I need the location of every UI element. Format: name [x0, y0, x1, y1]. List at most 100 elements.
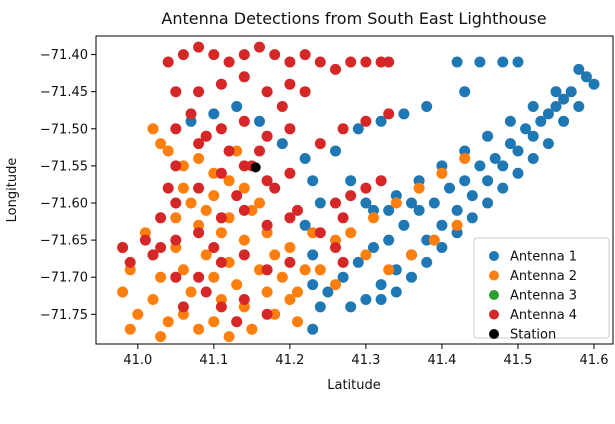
data-point — [147, 249, 159, 261]
data-point — [208, 108, 220, 120]
data-point — [451, 56, 463, 68]
data-point — [261, 86, 273, 98]
legend-entry: Antenna 1 — [510, 250, 577, 265]
data-point — [474, 56, 486, 68]
y-tick-label: −71.40 — [40, 48, 88, 63]
y-tick-label: −71.70 — [40, 271, 88, 286]
data-point — [208, 271, 220, 283]
data-point — [215, 301, 227, 313]
data-point — [299, 264, 311, 276]
data-point — [307, 323, 319, 335]
data-point — [170, 212, 182, 224]
data-point — [368, 212, 379, 224]
series-antenna-4 — [117, 41, 395, 328]
data-point — [527, 130, 539, 142]
data-point — [314, 197, 326, 209]
data-point — [383, 264, 395, 276]
data-point — [390, 286, 402, 298]
data-point — [345, 175, 357, 187]
data-point — [254, 264, 265, 276]
data-point — [558, 115, 570, 127]
data-point — [261, 175, 273, 187]
data-point — [436, 219, 448, 231]
legend-marker — [489, 309, 499, 320]
data-point — [139, 234, 151, 246]
data-point — [504, 115, 516, 127]
data-point — [177, 264, 189, 276]
data-point — [231, 316, 243, 328]
data-point — [512, 56, 524, 68]
legend-entry: Antenna 3 — [510, 289, 577, 304]
data-point — [413, 204, 425, 216]
data-point — [185, 108, 197, 120]
data-point — [299, 86, 311, 98]
data-point — [375, 115, 387, 127]
data-point — [375, 279, 387, 291]
data-point — [299, 49, 311, 61]
data-point — [428, 234, 440, 246]
data-point — [215, 167, 227, 179]
data-point — [466, 190, 478, 202]
chart-title: Antenna Detections from South East Light… — [161, 9, 546, 28]
data-point — [466, 212, 478, 224]
data-point — [284, 212, 296, 224]
data-point — [550, 101, 562, 112]
data-point — [238, 160, 250, 172]
y-tick-label: −71.45 — [40, 85, 88, 100]
data-point — [504, 138, 516, 150]
legend: Antenna 1 Antenna 2 Antenna 3 Antenna 4 Stat… — [473, 237, 610, 343]
data-point — [314, 264, 326, 276]
data-point — [193, 182, 205, 194]
data-point — [208, 167, 220, 179]
data-point — [238, 249, 250, 261]
data-point — [360, 115, 372, 127]
data-point — [269, 49, 281, 61]
data-point — [330, 242, 341, 253]
data-point — [215, 123, 227, 135]
data-point — [261, 264, 273, 276]
x-tick-label: 41.1 — [199, 353, 228, 368]
data-point — [223, 175, 235, 187]
data-point — [520, 123, 532, 135]
legend-entry: Station — [510, 328, 556, 343]
data-point — [261, 130, 273, 142]
data-point — [337, 256, 349, 268]
data-point — [193, 271, 205, 283]
x-tick-label: 41.0 — [123, 353, 152, 368]
data-point — [482, 175, 494, 187]
data-point — [345, 190, 357, 202]
data-point — [482, 130, 494, 142]
data-point — [406, 271, 417, 283]
data-point — [254, 145, 265, 157]
data-point — [132, 308, 144, 320]
data-point — [360, 182, 372, 194]
data-point — [497, 182, 509, 194]
data-point — [223, 212, 235, 224]
data-point — [208, 242, 220, 253]
data-point — [254, 197, 265, 209]
legend-marker — [489, 251, 499, 261]
data-point — [299, 219, 311, 231]
data-point — [200, 249, 212, 261]
data-point — [170, 271, 182, 283]
series-antenna-1 — [185, 56, 600, 335]
data-point — [177, 49, 189, 61]
data-point — [421, 101, 433, 112]
data-point — [497, 56, 509, 68]
data-point — [177, 182, 189, 194]
data-point — [215, 227, 227, 239]
data-point — [170, 234, 182, 246]
data-point — [155, 271, 167, 283]
data-point — [345, 301, 357, 313]
y-tick-label: −71.65 — [40, 234, 88, 249]
points-layer — [117, 41, 600, 343]
data-point — [352, 256, 364, 268]
data-point — [307, 175, 319, 187]
y-axis-label: Longitude — [5, 158, 20, 223]
data-point — [231, 101, 243, 112]
data-point — [254, 115, 265, 127]
data-point — [200, 204, 212, 216]
data-point — [307, 279, 319, 291]
data-point — [307, 249, 319, 261]
